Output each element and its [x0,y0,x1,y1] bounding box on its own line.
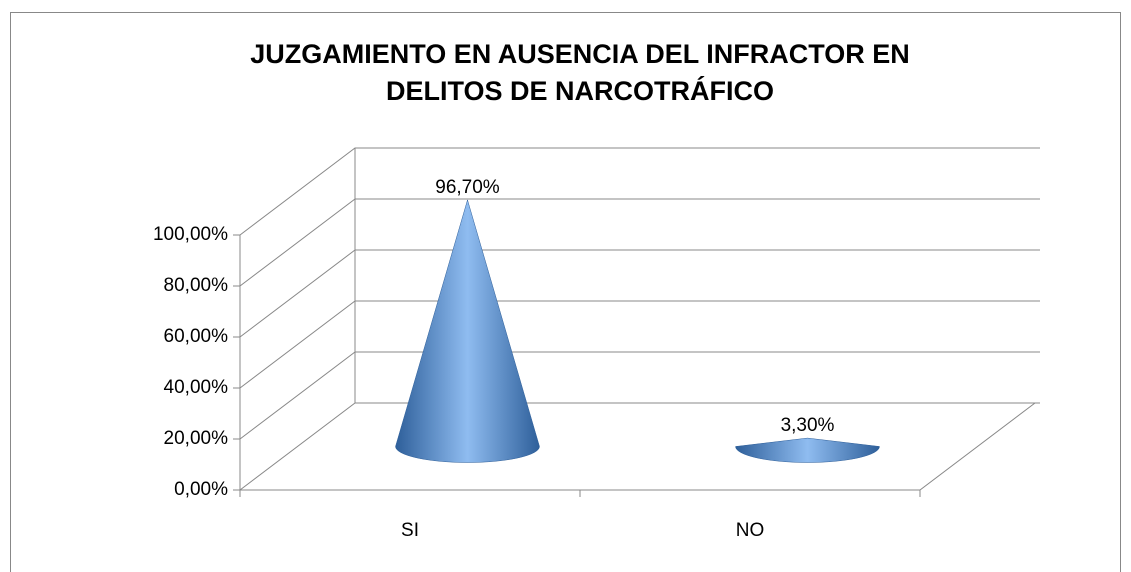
chart-title: DELITOS DE NARCOTRÁFICO [386,75,774,106]
chart-frame [10,12,1121,572]
y-tick-label: 40,00% [164,377,229,398]
cone [395,199,540,463]
chart-title: JUZGAMIENTO EN AUSENCIA DEL INFRACTOR EN [250,39,910,69]
y-tick-label: 100,00% [153,224,228,245]
grid-line [239,147,1040,236]
value-label: 3,30% [781,415,835,436]
grid-line [239,351,1040,440]
floor [240,402,1036,491]
x-tick-label: SI [401,520,419,541]
cone [735,437,880,463]
grid-line [239,249,1040,338]
grid-line [239,198,1040,287]
y-tick-label: 80,00% [164,275,229,296]
y-tick-label: 60,00% [164,326,229,347]
x-tick-label: NO [736,520,765,541]
y-tick-label: 20,00% [164,428,229,449]
value-label: 96,70% [435,177,500,198]
grid-line [239,300,1040,389]
y-tick-label: 0,00% [174,479,228,500]
grid-line [239,402,1040,491]
